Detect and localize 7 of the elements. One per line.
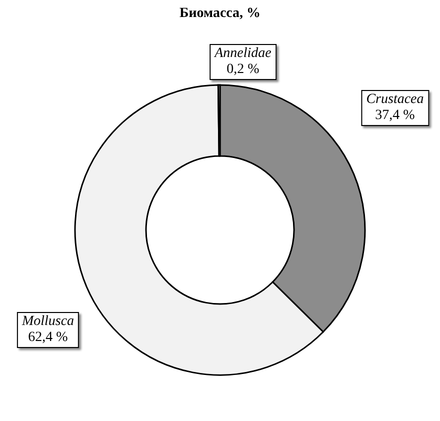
chart-title: Биомасса, % [179, 6, 261, 21]
slice-label: Crustacea [366, 92, 424, 108]
slice-label: Mollusca [22, 314, 74, 330]
data-label: 37,4 % [375, 108, 415, 123]
data-label: 62,4 % [28, 330, 68, 345]
data-label: 0,2 % [226, 62, 260, 77]
slice-label: Annelidae [214, 46, 272, 62]
